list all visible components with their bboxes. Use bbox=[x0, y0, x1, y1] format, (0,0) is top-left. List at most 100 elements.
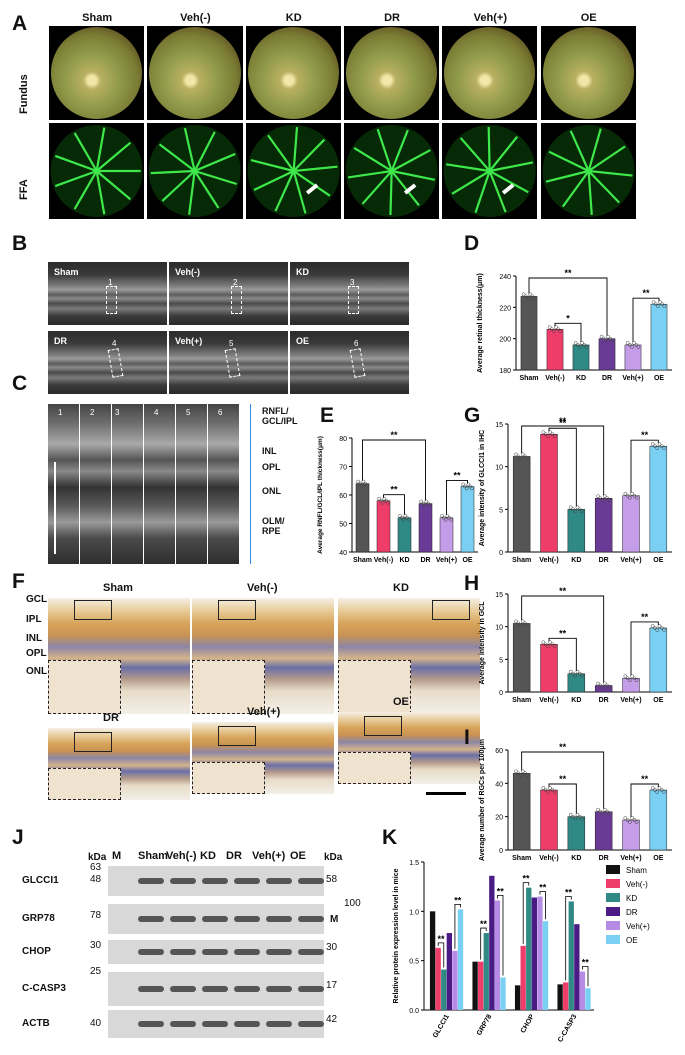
point-5-4 bbox=[660, 302, 665, 307]
band-2-3 bbox=[234, 949, 260, 955]
ffa-vessels-2 bbox=[247, 125, 340, 217]
sig-label-1: ** bbox=[390, 485, 398, 495]
sig-label-1: ** bbox=[454, 895, 462, 905]
point-5-4 bbox=[659, 788, 664, 792]
x-tick-label-0: Sham bbox=[512, 557, 531, 564]
band-4-2 bbox=[202, 1021, 228, 1027]
bar-kd bbox=[567, 509, 586, 553]
sig-label-0: ** bbox=[437, 934, 445, 944]
x-tick-label-0: GLCCI1 bbox=[432, 1013, 451, 1039]
bar-glcci1-dr bbox=[446, 933, 452, 1010]
point-0-5 bbox=[364, 483, 369, 488]
y-tick-label-2: 60 bbox=[339, 493, 347, 500]
ffa-vessel-3-7 bbox=[391, 149, 431, 172]
x-tick-label-4: Veh(+) bbox=[620, 855, 641, 862]
point-3-1 bbox=[598, 683, 603, 688]
right-marker-2: 30 bbox=[326, 942, 338, 953]
ffa-vessel-1-3 bbox=[161, 170, 196, 202]
ffa-vessel-2-7 bbox=[292, 138, 325, 172]
x-tick-label-3: C-CASP3 bbox=[557, 1013, 578, 1043]
point-0-3 bbox=[520, 619, 525, 624]
band-label-glcci1: GLCCI1 bbox=[22, 875, 59, 886]
band-4-4 bbox=[266, 1021, 292, 1027]
point-4-1 bbox=[625, 818, 630, 822]
oct-strip-3: 4 bbox=[144, 404, 175, 564]
band-3-3 bbox=[234, 986, 260, 992]
point-1-4 bbox=[556, 327, 561, 332]
fundus-image-4 bbox=[442, 26, 538, 120]
sig-bracket-1 bbox=[548, 427, 577, 507]
legend-label-0: Sham bbox=[626, 866, 647, 875]
legend-label-4: Veh(+) bbox=[626, 922, 650, 931]
blot-strip-0 bbox=[108, 866, 324, 896]
point-4-2 bbox=[628, 678, 632, 683]
oct-strip-1: 2 bbox=[80, 404, 111, 564]
ihc-layer-ipl: IPL bbox=[26, 614, 42, 625]
ihc-roi-box-1 bbox=[218, 600, 256, 620]
ffa-vessel-5-7 bbox=[588, 169, 633, 177]
ffa-vessel-4-6 bbox=[488, 135, 519, 172]
ihc-image-1: Veh(-) bbox=[192, 582, 334, 714]
legend-swatch-5 bbox=[606, 935, 620, 944]
point-2-5 bbox=[580, 673, 584, 678]
point-3-2 bbox=[600, 811, 605, 816]
band-1-2 bbox=[202, 916, 228, 922]
oct-strip-number-2: 3 bbox=[115, 408, 120, 417]
oct-label-5: OE bbox=[296, 336, 310, 346]
bar-oe bbox=[649, 445, 668, 553]
panel-label-k: K bbox=[382, 826, 398, 849]
bar-chop-veh+ bbox=[537, 896, 543, 1010]
point-0-3 bbox=[520, 769, 525, 774]
oct-label-2: KD bbox=[296, 267, 309, 277]
point-3-2 bbox=[600, 498, 605, 503]
legend-label-3: DR bbox=[626, 908, 638, 917]
point-1-3 bbox=[554, 325, 558, 330]
ffa-vessels-1 bbox=[148, 125, 241, 217]
panel-label-e: E bbox=[320, 404, 335, 427]
bar-dr bbox=[418, 503, 433, 553]
band-2-1 bbox=[170, 949, 196, 955]
oct-roi-box-1 bbox=[231, 286, 242, 314]
point-1-2 bbox=[546, 434, 550, 439]
bar-c-casp3-veh+ bbox=[579, 971, 586, 1010]
point-0-2 bbox=[526, 296, 530, 301]
lane-header-0: Sham bbox=[138, 850, 168, 862]
point-2-2 bbox=[573, 509, 578, 514]
sig-label-2: ** bbox=[641, 430, 649, 440]
sig-bracket-2 bbox=[630, 439, 659, 493]
ihc-inset-5 bbox=[338, 752, 411, 784]
panel-label-a: A bbox=[12, 12, 28, 35]
oct-image-2: KD 3 bbox=[290, 262, 409, 325]
x-tick-label-1: Veh(-) bbox=[539, 697, 558, 704]
ffa-arrow-3 bbox=[403, 183, 417, 195]
point-4-4 bbox=[632, 818, 637, 822]
point-0-4 bbox=[523, 771, 527, 776]
panel-label-f: F bbox=[12, 570, 25, 593]
ihc-label-2: KD bbox=[393, 582, 409, 594]
point-3-5 bbox=[607, 498, 612, 503]
point-2-1 bbox=[571, 507, 575, 512]
fundus-image-5 bbox=[540, 26, 636, 120]
point-5-3 bbox=[658, 300, 662, 305]
oct-label-1: Veh(-) bbox=[175, 267, 201, 277]
fundus-disc-5 bbox=[542, 27, 634, 119]
point-3-4 bbox=[608, 336, 613, 341]
point-1-4 bbox=[550, 642, 555, 647]
point-4-2 bbox=[630, 345, 634, 349]
point-0-0 bbox=[514, 769, 518, 774]
ffa-vessel-3-1 bbox=[389, 170, 393, 216]
sig-label-2: ** bbox=[480, 919, 488, 929]
oct-strip-number-1: 2 bbox=[90, 408, 95, 417]
sig-label-6: ** bbox=[565, 887, 573, 897]
fundus-ffa-panel: Sham Veh(-) KD DR Veh(+) OE Fundus FFA bbox=[18, 12, 638, 226]
western-blot-panel: kDa M Sham Veh(-) KD DR Veh(+) OE kDa GLCCI1 GRP78… bbox=[0, 840, 370, 1055]
point-2-4 bbox=[577, 671, 582, 676]
right-marker-4: 42 bbox=[326, 1014, 338, 1025]
point-5-2 bbox=[655, 628, 660, 632]
panel-label-d: D bbox=[464, 232, 480, 255]
point-4-2 bbox=[628, 820, 632, 824]
x-tick-label-4: Veh(+) bbox=[622, 375, 643, 382]
band-label-c-casp3: C-CASP3 bbox=[22, 983, 66, 994]
bar-kd bbox=[397, 517, 412, 553]
group-label-0: Sham bbox=[82, 12, 113, 24]
